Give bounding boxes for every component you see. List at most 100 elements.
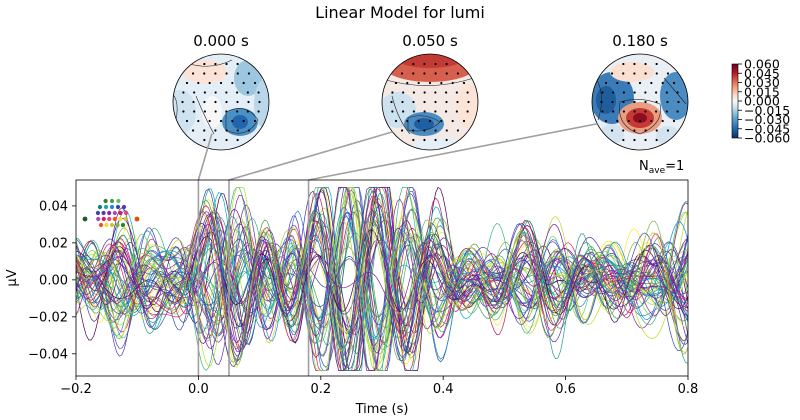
x-tick-label: 0.6 <box>555 382 576 397</box>
colorbar-tick-label: −0.015 <box>744 103 790 118</box>
sensor-dot <box>451 81 454 85</box>
sensor-dot <box>445 62 448 66</box>
sensor-dot <box>633 91 636 94</box>
sensor-dot <box>633 110 636 113</box>
sensor-trace <box>76 187 688 372</box>
sensor-dot <box>456 72 460 75</box>
sensor-location-dot <box>107 210 112 216</box>
sensor-dot <box>225 110 228 113</box>
sensor-dot <box>412 138 415 142</box>
figure-title: Linear Model for lumi <box>315 3 485 22</box>
sensor-dot <box>633 129 636 132</box>
sensor-location-dot <box>118 216 123 222</box>
sensor-dot <box>676 110 679 113</box>
sensor-dot <box>655 110 658 113</box>
sensor-dot <box>423 138 426 142</box>
sensor-trace <box>76 188 688 371</box>
sensor-dot <box>423 62 426 66</box>
sensor-dot <box>666 100 669 104</box>
nave-sub: ave <box>649 166 666 176</box>
sensor-dot <box>440 119 443 123</box>
sensor-dot <box>423 110 426 113</box>
y-tick-label: 0.04 <box>39 199 68 214</box>
sensor-dot <box>214 110 217 113</box>
sensor-trace <box>76 225 688 322</box>
sensor-location-dot <box>115 222 120 228</box>
sensor-dot <box>236 72 239 75</box>
sensor-dot <box>638 81 642 85</box>
sensor-trace <box>76 206 688 344</box>
sensor-dot <box>182 91 185 94</box>
sensor-location-dot <box>82 216 88 222</box>
sensor-location-dot <box>103 204 109 210</box>
x-tick-label: 0.2 <box>310 382 331 397</box>
sensor-dot <box>434 91 437 94</box>
sensor-dot <box>236 62 239 66</box>
sensor-dot <box>214 72 217 75</box>
sensor-dot <box>455 110 458 113</box>
topomap-0-sensors <box>181 62 261 142</box>
sensor-dot <box>231 81 234 85</box>
sensor-dot <box>258 100 261 104</box>
sensor-location-dot <box>95 210 101 216</box>
sensor-dot <box>445 110 448 113</box>
butterfly-axes: −0.2 0.0 0.2 0.4 0.6 0.8 −0.04 −0.02 0.00 0.02 0.… <box>5 159 698 417</box>
sensor-location-dot <box>116 198 121 204</box>
sensor-dot <box>644 72 647 75</box>
sensor-dot <box>666 72 670 75</box>
sensor-dot <box>622 100 625 104</box>
sensor-dot <box>214 129 217 132</box>
sensor-dot <box>236 129 239 132</box>
y-tick-label: −0.04 <box>28 347 68 362</box>
sensor-dot <box>412 129 415 132</box>
sensor-dot <box>203 100 206 104</box>
sensor-dot <box>428 119 432 123</box>
x-axis-ticks: −0.2 0.0 0.2 0.4 0.6 0.8 <box>60 376 698 397</box>
sensor-dot <box>423 100 426 104</box>
sensor-location-dot <box>104 222 109 228</box>
sensor-dot <box>191 129 195 132</box>
sensor-dot <box>400 72 404 75</box>
sensor-dot <box>412 91 415 94</box>
topomap-1-label: 0.050 s <box>402 32 458 50</box>
sensor-dot <box>604 81 608 85</box>
sensor-dot <box>655 100 658 104</box>
sensor-dot <box>247 129 251 132</box>
sensor-dot <box>402 110 405 113</box>
sensor-dot <box>610 72 614 75</box>
sensor-dot <box>672 119 676 123</box>
nave-annotation: Nave=1 <box>639 159 684 176</box>
sensor-dot <box>406 81 409 85</box>
topomap-2-label: 0.180 s <box>612 32 668 50</box>
sensor-location-dot <box>101 216 106 222</box>
sensor-dot <box>655 129 658 132</box>
sensor-dot <box>666 129 670 132</box>
sensor-dot <box>231 119 234 123</box>
sensor-dot <box>208 119 211 123</box>
sensor-trace <box>76 187 688 371</box>
sensor-dot <box>417 119 420 123</box>
colorbar-tick-label: 0.060 <box>744 57 780 72</box>
sensor-dot <box>394 81 398 85</box>
sensor-trace <box>76 187 688 371</box>
sensor-dot <box>214 91 217 94</box>
sensor-dot <box>253 119 257 123</box>
sensor-dot <box>672 81 676 85</box>
sensor-dot <box>181 100 184 104</box>
sensor-dot <box>644 129 647 132</box>
sensor-location-dot <box>98 222 104 228</box>
sensor-dot <box>661 119 664 123</box>
sensor-dot <box>412 62 415 66</box>
colorbar-tick-label: −0.060 <box>744 131 790 146</box>
sensor-dot <box>611 100 614 104</box>
sensor-dot <box>601 110 604 113</box>
sensor-dot <box>655 62 658 66</box>
sensor-dot <box>434 138 437 142</box>
sensor-dot <box>203 110 206 113</box>
sensor-dot <box>604 119 608 123</box>
sensor-dot <box>627 119 630 123</box>
sensor-dot <box>390 100 393 104</box>
sensor-dot <box>203 91 206 94</box>
sensor-dot <box>225 72 228 75</box>
sensor-dot <box>622 62 625 66</box>
